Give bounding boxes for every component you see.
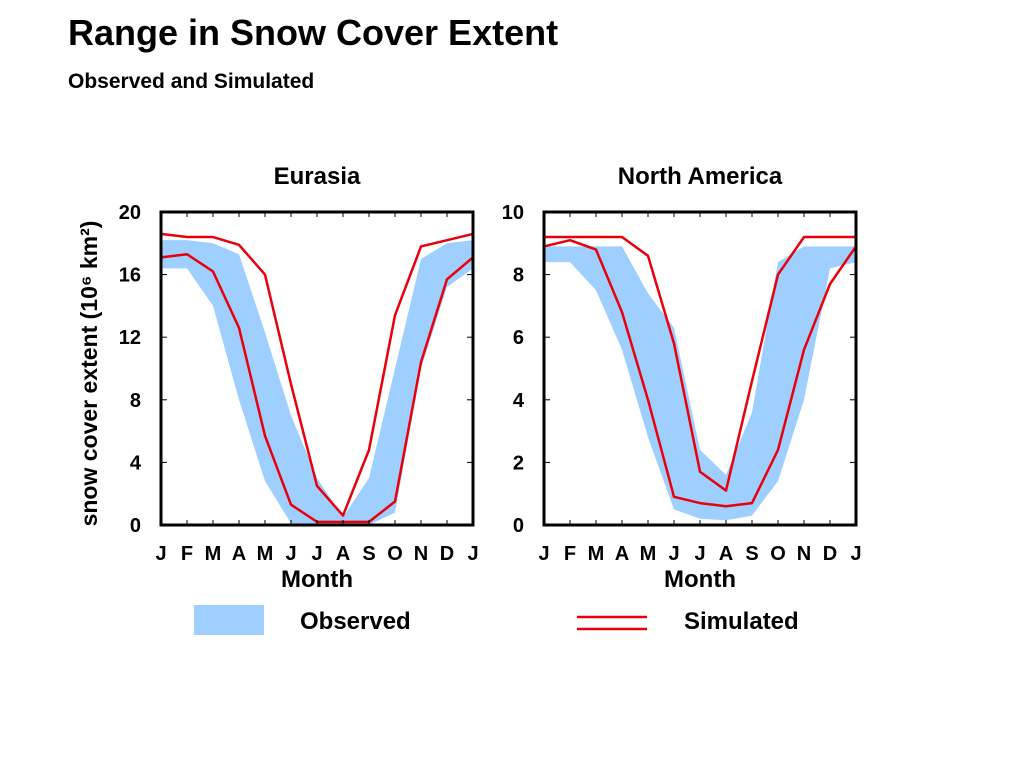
x-tick-label: J [285,543,296,565]
x-tick-label: J [311,543,322,565]
x-tick-label: J [850,543,861,565]
y-tick-label: 12 [119,327,141,349]
x-tick-label: M [588,543,605,565]
y-tick-label: 4 [513,390,525,412]
x-tick-label: O [770,543,786,565]
x-tick-label: N [414,543,428,565]
y-tick-label: 8 [513,265,524,287]
y-tick-label: 6 [513,327,524,349]
x-tick-label: A [615,543,629,565]
x-tick-label: J [467,543,478,565]
x-tick-label: M [640,543,657,565]
simulated-max-line [544,235,856,492]
simulated-min-line [543,238,858,508]
panel-title: North America [618,163,783,190]
legend-observed-label: Observed [300,608,411,635]
x-tick-label: O [387,543,403,565]
y-tick-label: 0 [130,515,141,537]
x-tick-label: S [362,543,375,565]
x-tick-label: J [538,543,549,565]
y-tick-label: 8 [130,390,141,412]
observed-range-band [161,240,473,526]
x-tick-label: J [668,543,679,565]
legend-simulated-label: Simulated [684,608,799,635]
page-subtitle: Observed and Simulated [68,70,315,93]
x-axis-label: Month [664,566,736,593]
x-tick-label: D [440,543,454,565]
x-tick-label: N [797,543,811,565]
legend-observed-swatch [194,605,264,635]
y-tick-label: 20 [119,202,141,224]
y-tick-label: 2 [513,452,524,474]
x-tick-label: J [694,543,705,565]
legend: Observed Simulated [194,605,799,635]
x-tick-label: F [564,543,576,565]
panel-title: Eurasia [274,163,361,190]
page-title: Range in Snow Cover Extent [68,12,559,53]
y-tick-label: 10 [502,202,524,224]
x-tick-label: A [336,543,350,565]
x-tick-label: A [719,543,733,565]
x-tick-label: F [181,543,193,565]
x-tick-label: S [745,543,758,565]
y-tick-label: 4 [130,452,142,474]
y-tick-label: 0 [513,515,524,537]
x-tick-label: J [155,543,166,565]
simulated-max-line [160,232,474,517]
x-tick-label: M [205,543,222,565]
x-tick-label: A [232,543,246,565]
y-axis-label: snow cover extent (10⁶ km²) [76,221,102,527]
observed-range-band [544,246,856,521]
x-tick-label: D [823,543,837,565]
x-axis-label: Month [281,566,353,593]
x-tick-label: M [257,543,274,565]
y-tick-label: 16 [119,265,141,287]
